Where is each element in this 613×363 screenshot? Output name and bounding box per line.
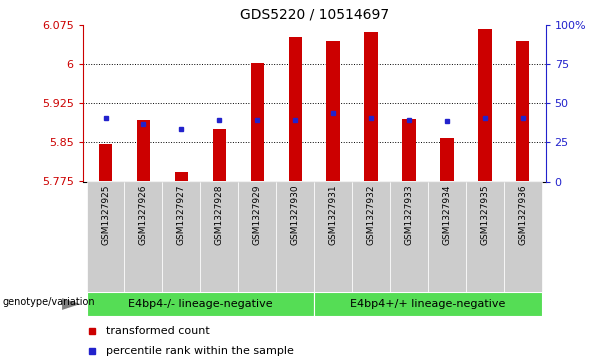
Bar (516, 41, 530, 182)
Text: E4bp4-/- lineage-negative: E4bp4-/- lineage-negative (128, 299, 273, 309)
Bar (327, 41, 340, 182)
Text: GSM1327931: GSM1327931 (329, 185, 338, 245)
Text: genotype/variation: genotype/variation (2, 297, 95, 307)
Text: GSM1327930: GSM1327930 (291, 185, 300, 245)
Bar (162, 182, 200, 292)
Text: GSM1327926: GSM1327926 (139, 185, 148, 245)
Bar (238, 182, 276, 292)
Text: E4bp4+/+ lineage-negative: E4bp4+/+ lineage-negative (350, 299, 506, 309)
Text: GSM1327934: GSM1327934 (443, 185, 451, 245)
Text: GSM1327925: GSM1327925 (101, 185, 110, 245)
Bar (86, 182, 124, 292)
Bar (124, 182, 162, 292)
Bar (402, 119, 416, 182)
Title: GDS5220 / 10514697: GDS5220 / 10514697 (240, 8, 389, 21)
Bar (289, 37, 302, 182)
Bar (364, 32, 378, 182)
Text: GSM1327936: GSM1327936 (519, 185, 527, 245)
Bar (466, 182, 504, 292)
Bar (175, 172, 188, 182)
Bar (99, 143, 112, 182)
Bar (352, 182, 390, 292)
Bar (137, 120, 150, 182)
Text: percentile rank within the sample: percentile rank within the sample (106, 346, 294, 356)
Bar (428, 182, 466, 292)
Text: GSM1327932: GSM1327932 (367, 185, 376, 245)
Text: GSM1327929: GSM1327929 (253, 185, 262, 245)
Bar (504, 182, 542, 292)
Bar (314, 292, 542, 316)
Bar (213, 130, 226, 182)
Bar (86, 292, 314, 316)
Bar (478, 29, 492, 182)
Text: GSM1327928: GSM1327928 (215, 185, 224, 245)
Polygon shape (62, 298, 80, 310)
Bar (276, 182, 314, 292)
Bar (440, 138, 454, 182)
Text: GSM1327933: GSM1327933 (405, 185, 414, 245)
Bar (251, 63, 264, 182)
Text: GSM1327935: GSM1327935 (481, 185, 489, 245)
Bar (200, 182, 238, 292)
Bar (390, 182, 428, 292)
Text: transformed count: transformed count (106, 326, 210, 336)
Text: GSM1327927: GSM1327927 (177, 185, 186, 245)
Bar (314, 182, 352, 292)
